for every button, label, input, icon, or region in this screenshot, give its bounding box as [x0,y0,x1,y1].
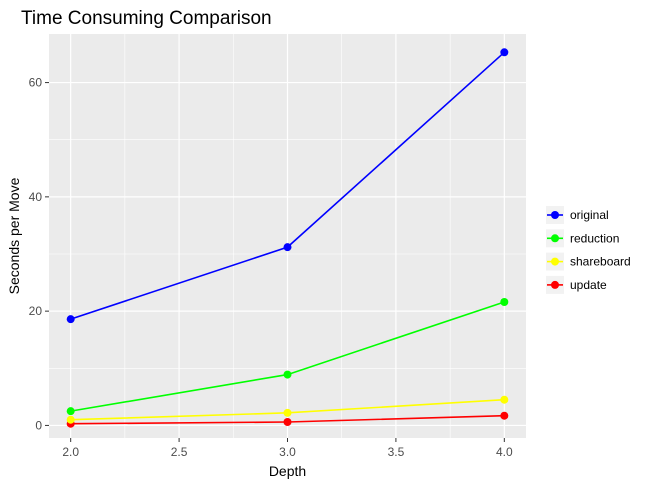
legend: original reduction shareboard update [546,206,631,294]
legend-key-point-reduction [551,234,559,243]
data-point-update [283,418,292,426]
y-tick-label: 0 [35,418,42,432]
x-tick-label: 2.5 [171,445,188,459]
chart-title: Time Consuming Comparison [21,8,272,29]
y-tick-label: 40 [29,190,43,204]
legend-label-reduction: reduction [570,231,619,245]
data-point-original [66,315,75,324]
y-tick-label: 20 [29,304,43,318]
legend-key-point-original [551,211,559,219]
series-layer [66,48,509,428]
legend-key-point-shareboard [551,257,559,266]
data-point-update [500,411,509,420]
y-axis-title: Seconds per Move [6,177,22,294]
data-point-reduction [66,407,75,416]
data-point-original [500,48,509,57]
legend-label-update: update [570,278,607,292]
x-tick-label: 3.5 [388,445,405,459]
y-tick-label: 60 [29,76,43,90]
data-point-reduction [283,370,292,379]
axis-ticks: 0 20 40 60 2.0 2.5 3.0 3.5 4.0 [29,76,513,459]
legend-key-point-update [551,280,559,289]
data-point-shareboard [283,408,292,417]
data-point-shareboard [66,415,75,424]
legend-label-shareboard: shareboard [570,255,631,269]
x-tick-label: 4.0 [496,445,513,459]
x-tick-label: 3.0 [279,445,296,459]
data-point-original [283,243,292,252]
x-axis-title: Depth [269,463,306,479]
x-tick-label: 2.0 [62,445,79,459]
data-point-shareboard [500,395,509,404]
legend-label-original: original [570,208,609,222]
data-point-reduction [500,298,509,306]
major-gridlines [49,34,526,438]
